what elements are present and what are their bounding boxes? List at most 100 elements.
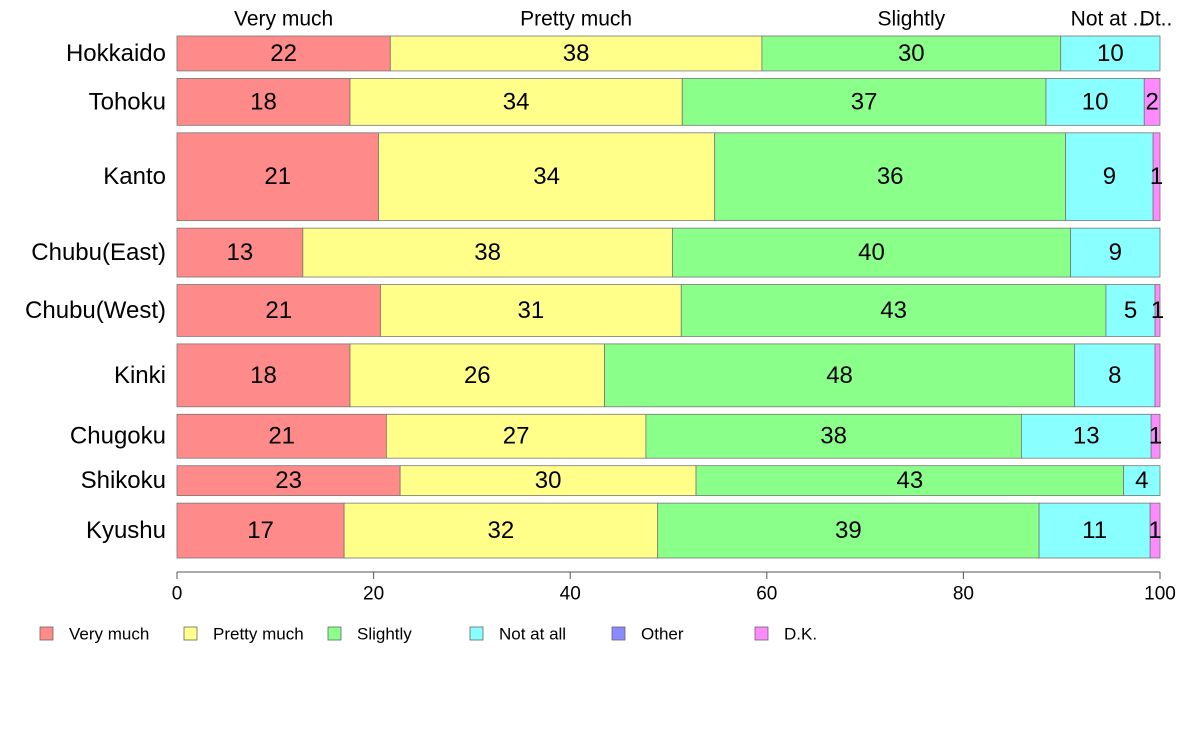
- data-label-tohoku-d-k: 2: [1145, 88, 1158, 115]
- bar-segment-shikoku-very-much: [176, 465, 401, 497]
- legend-label-very-much: Very much: [69, 625, 149, 644]
- bar-segment-hokkaido-slightly: [761, 35, 1062, 72]
- category-label-kinki: Kinki: [114, 362, 166, 389]
- legend-swatch-very-much: [39, 626, 54, 641]
- data-label-tohoku-slightly: 37: [851, 88, 878, 115]
- legend-label-slightly: Slightly: [357, 625, 412, 644]
- bar-segment-shikoku-slightly: [695, 465, 1125, 497]
- bar-segment-chugoku-pretty-much: [385, 413, 647, 459]
- top-label-slightly: Slightly: [877, 8, 945, 31]
- x-tick-label-20: 20: [363, 584, 384, 605]
- data-label-chugoku-not-at-all: 13: [1073, 423, 1100, 450]
- category-label-chubu-west: Chubu(West): [25, 297, 166, 324]
- bar-segment-chubu-west-very-much: [176, 284, 381, 337]
- data-label-shikoku-slightly: 43: [896, 467, 923, 494]
- data-label-chubu-east-slightly: 40: [858, 239, 885, 266]
- top-category-labels: Very much Pretty much Slightly Not at ...Dt…: [234, 8, 1172, 31]
- x-axis: 0 20 40 60 80 100: [172, 571, 1176, 605]
- bar-segment-kinki-very-much: [176, 343, 351, 408]
- legend-label-pretty-much: Pretty much: [213, 625, 304, 644]
- category-label-hokkaido: Hokkaido: [66, 40, 166, 67]
- legend-swatch-pretty-much: [183, 626, 198, 641]
- bar-segment-chubu-west-d-k: [1154, 284, 1161, 337]
- bar-segment-kanto-d-k: [1152, 132, 1161, 222]
- bar-segment-chugoku-d-k: [1150, 413, 1161, 459]
- bar-segment-hokkaido-pretty-much: [389, 35, 763, 72]
- data-label-tohoku-very-much: 18: [250, 88, 277, 115]
- bar-segment-kinki-slightly: [604, 343, 1075, 408]
- data-label-kanto-very-much: 21: [264, 163, 291, 190]
- legend-label-other: Other: [641, 625, 684, 644]
- data-label-hokkaido-pretty-much: 38: [563, 40, 590, 67]
- data-label-shikoku-not-at-all: 4: [1135, 467, 1148, 494]
- data-label-kinki-very-much: 18: [250, 362, 277, 389]
- data-label-hokkaido-very-much: 22: [270, 40, 297, 67]
- legend-swatch-not-at-all: [469, 626, 484, 641]
- top-label-very-much: Very much: [234, 8, 333, 31]
- category-labels: Hokkaido Tohoku Kanto Chubu(East) Chubu(West…: [25, 40, 166, 544]
- bar-segment-kyushu-pretty-much: [343, 502, 659, 559]
- category-label-chugoku: Chugoku: [70, 423, 166, 450]
- bar-segment-chugoku-slightly: [645, 413, 1022, 459]
- bar-segment-hokkaido-very-much: [176, 35, 391, 72]
- data-label-shikoku-pretty-much: 30: [535, 467, 562, 494]
- legend-swatch-slightly: [327, 626, 342, 641]
- data-label-chugoku-slightly: 38: [820, 423, 847, 450]
- x-tick-label-100: 100: [1144, 584, 1176, 605]
- bar-segment-chubu-west-not-at-all: [1105, 284, 1156, 337]
- category-label-chubu-east: Chubu(East): [31, 239, 166, 266]
- data-label-kyushu-not-at-all: 11: [1082, 517, 1107, 544]
- data-label-hokkaido-not-at-all: 10: [1097, 40, 1124, 67]
- data-label-tohoku-not-at-all: 10: [1082, 88, 1109, 115]
- data-label-kinki-pretty-much: 26: [464, 362, 491, 389]
- data-label-chubu-west-slightly: 43: [880, 297, 907, 324]
- top-label-dt: Dt..: [1140, 8, 1173, 31]
- bar-segment-hokkaido-not-at-all: [1060, 35, 1161, 72]
- data-label-chubu-west-not-at-all: 5: [1124, 297, 1137, 324]
- data-label-kinki-slightly: 48: [826, 362, 853, 389]
- data-label-kanto-d-k: 1: [1150, 163, 1163, 190]
- bar-segment-tohoku-d-k: [1143, 78, 1161, 126]
- x-tick-label-0: 0: [172, 584, 183, 605]
- bar-segment-kanto-very-much: [176, 132, 379, 222]
- bar-segment-kyushu-d-k: [1149, 502, 1161, 559]
- data-label-kyushu-d-k: 1: [1148, 517, 1161, 544]
- bar-segment-kanto-not-at-all: [1065, 132, 1154, 222]
- data-label-kanto-not-at-all: 9: [1103, 163, 1116, 190]
- bar-segment-tohoku-very-much: [176, 78, 351, 126]
- x-tick-label-80: 80: [953, 584, 974, 605]
- data-label-chubu-west-very-much: 21: [265, 297, 292, 324]
- category-label-kanto: Kanto: [103, 163, 166, 190]
- bar-segment-kanto-pretty-much: [378, 132, 716, 222]
- bar-segment-chugoku-very-much: [176, 413, 387, 459]
- bar-segment-chubu-west-slightly: [680, 284, 1107, 337]
- data-label-chugoku-pretty-much: 27: [503, 423, 530, 450]
- legend-label-not-at-all: Not at all: [499, 625, 566, 644]
- data-label-kanto-slightly: 36: [877, 163, 904, 190]
- top-label-not-at: Not at ...: [1071, 8, 1150, 31]
- data-label-chubu-east-pretty-much: 38: [474, 239, 501, 266]
- legend-swatch-d-k: [754, 626, 769, 641]
- bar-segment-tohoku-slightly: [681, 78, 1047, 126]
- legend: Very much Pretty much Slightly Not at all Ot…: [39, 625, 817, 644]
- data-label-chubu-east-not-at-all: 9: [1109, 239, 1122, 266]
- data-label-tohoku-pretty-much: 34: [503, 88, 530, 115]
- bar-segment-shikoku-pretty-much: [399, 465, 697, 497]
- category-label-tohoku: Tohoku: [89, 88, 166, 115]
- category-label-shikoku: Shikoku: [81, 467, 166, 494]
- bar-segment-kinki-d-k: [1154, 343, 1161, 408]
- data-label-kinki-not-at-all: 8: [1108, 362, 1121, 389]
- category-label-kyushu: Kyushu: [86, 517, 166, 544]
- bar-segment-chubu-east-not-at-all: [1070, 227, 1161, 278]
- bar-segment-chubu-west-pretty-much: [380, 284, 682, 337]
- bar-segment-kyushu-very-much: [176, 502, 345, 559]
- bar-segment-kinki-pretty-much: [349, 343, 606, 408]
- data-label-kanto-pretty-much: 34: [533, 163, 560, 190]
- data-label-chubu-west-d-k: 1: [1151, 297, 1164, 324]
- data-label-shikoku-very-much: 23: [275, 467, 302, 494]
- legend-swatch-other: [611, 626, 626, 641]
- top-label-pretty-much: Pretty much: [520, 8, 632, 31]
- bar-segment-tohoku-pretty-much: [349, 78, 683, 126]
- bar-segment-shikoku-not-at-all: [1123, 465, 1161, 497]
